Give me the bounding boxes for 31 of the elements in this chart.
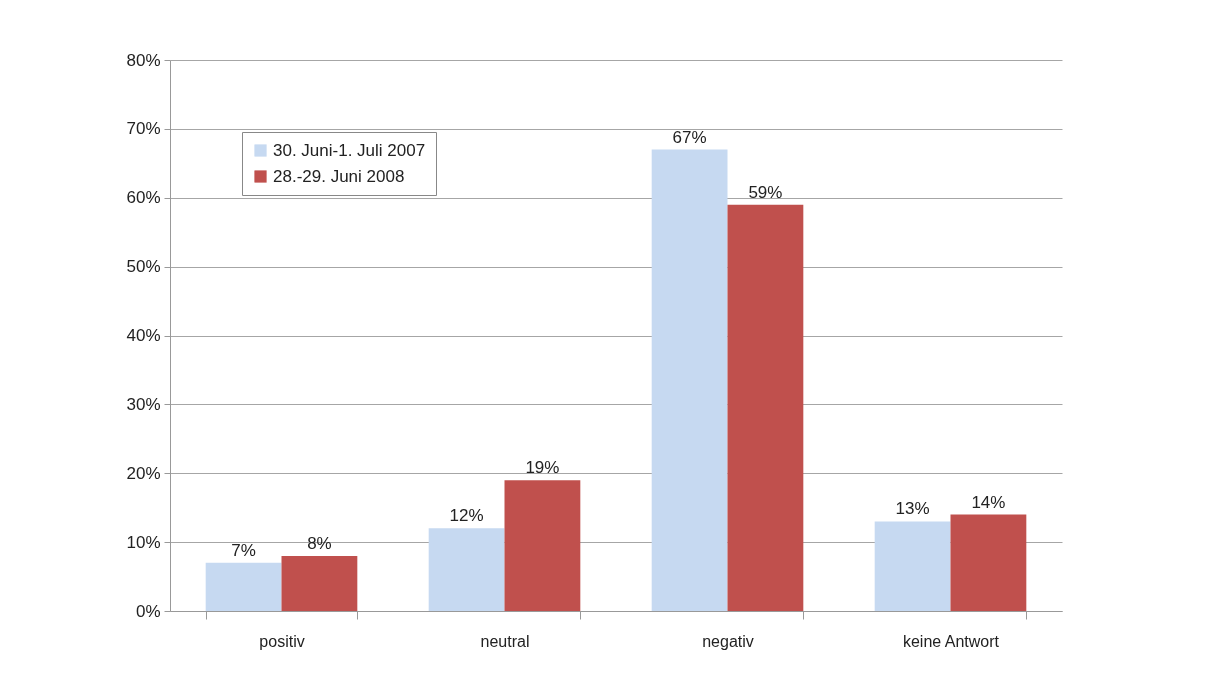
data-label: 67% [672, 127, 707, 147]
legend-label: 28.-29. Juni 2008 [273, 166, 405, 186]
y-tick-label: 80% [126, 50, 161, 70]
y-tick-label: 0% [135, 601, 161, 621]
y-tick-label: 20% [126, 463, 161, 483]
data-label: 13% [895, 499, 930, 519]
y-tick-label: 50% [126, 257, 161, 277]
x-tick-label: keine Antwort [902, 632, 1000, 650]
y-tick-label: 60% [126, 188, 161, 208]
x-tick-label: negativ [702, 632, 754, 650]
x-tick-label: neutral [480, 632, 530, 650]
data-label: 19% [525, 458, 560, 478]
data-label: 14% [971, 492, 1006, 512]
bar [727, 204, 804, 611]
bar [504, 480, 581, 611]
y-tick-label: 10% [126, 532, 161, 552]
data-label: 7% [231, 540, 256, 560]
bar [205, 562, 282, 611]
bar [950, 514, 1027, 611]
data-label: 8% [307, 533, 332, 553]
legend-label: 30. Juni-1. Juli 2007 [273, 140, 426, 160]
x-tick-label: positiv [259, 632, 305, 650]
bar [874, 521, 951, 611]
bar [651, 149, 728, 611]
y-tick-label: 40% [126, 326, 161, 345]
y-tick-label: 70% [126, 119, 161, 139]
bar [428, 528, 505, 611]
y-tick-label: 30% [126, 394, 161, 414]
bar [281, 555, 358, 611]
data-label: 59% [748, 182, 783, 202]
data-label: 12% [449, 506, 484, 526]
